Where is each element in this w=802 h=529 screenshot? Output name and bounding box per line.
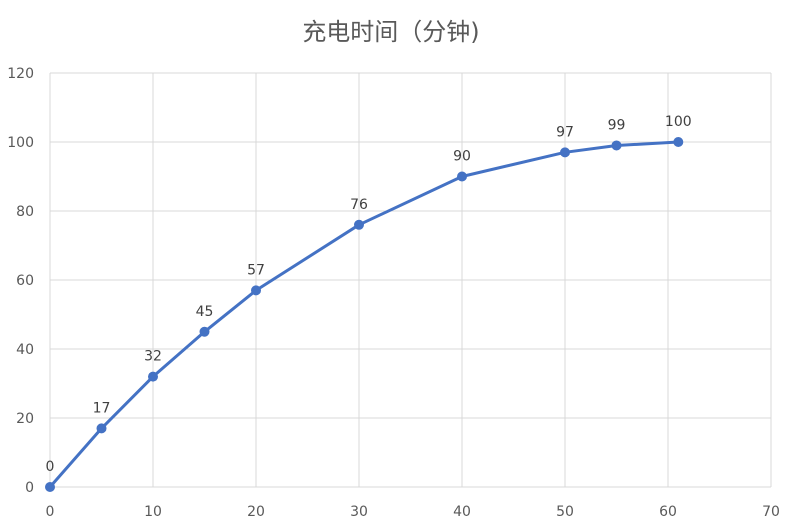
series-layer [48,140,680,489]
x-tick-label: 10 [144,504,162,520]
x-tick-label: 20 [247,504,265,520]
x-tick-label: 60 [659,504,677,520]
x-tick-label: 50 [556,504,574,520]
data-point [611,140,622,151]
data-point [251,285,261,296]
data-label: 97 [556,124,574,140]
data-point [148,371,158,382]
data-point [354,219,364,230]
y-tick-label: 0 [25,480,34,496]
data-label: 57 [247,262,265,278]
data-point [673,137,684,147]
data-label: 90 [453,149,471,165]
data-label: 17 [93,400,111,416]
data-point [560,147,570,158]
x-tick-label: 0 [46,504,55,520]
data-point [96,423,107,434]
series-line [48,140,680,489]
y-tick-label: 80 [16,204,34,220]
data-point [45,482,55,492]
data-label: 0 [46,459,55,475]
y-tick-label: 60 [16,273,34,289]
x-tick-label: 70 [762,504,780,520]
data-labels: 0 17 32 45 57 76 90 97 99 100 [46,114,692,475]
data-label: 45 [196,304,214,320]
y-tick-label: 20 [16,411,34,427]
y-axis-ticks: 0 20 40 60 80 100 120 [7,66,34,496]
chart-title: 充电时间（分钟) [302,18,479,46]
data-label: 32 [144,349,162,365]
data-label: 99 [608,117,626,133]
data-point [457,171,467,182]
y-tick-label: 100 [7,135,34,151]
point-layer [45,137,684,492]
y-tick-label: 120 [7,66,34,82]
x-tick-label: 30 [350,504,368,520]
y-tick-label: 40 [16,342,34,358]
x-tick-label: 40 [453,504,471,520]
data-label: 76 [350,197,368,213]
data-label: 100 [665,114,692,130]
data-point [199,326,210,337]
x-axis-ticks: 0 10 20 30 40 50 60 70 [46,504,780,520]
grid-layer [49,72,772,488]
